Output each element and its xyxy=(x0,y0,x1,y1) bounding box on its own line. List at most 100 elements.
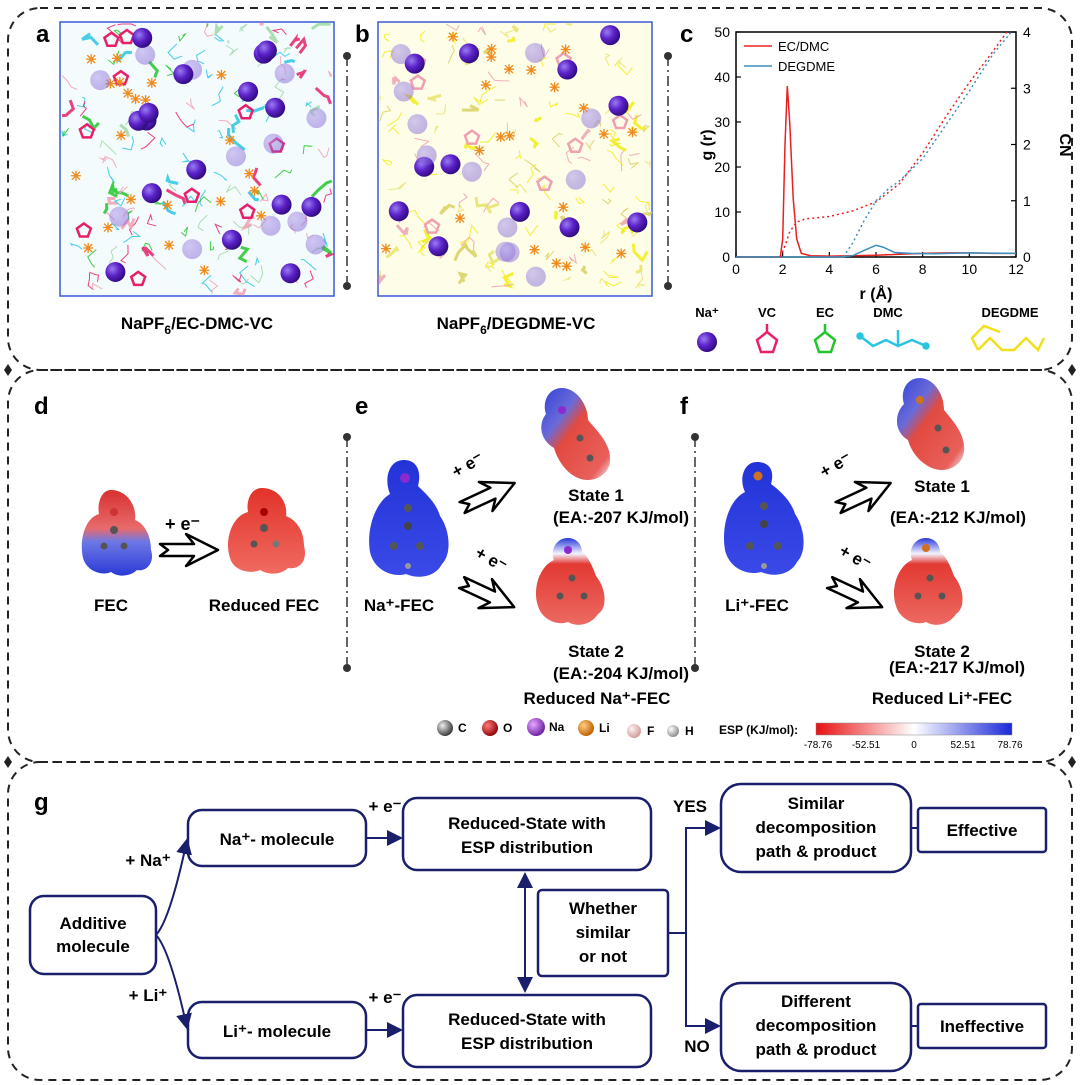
solvent-molecule xyxy=(599,230,611,244)
solvent-molecule xyxy=(609,257,618,265)
na-ion xyxy=(280,263,301,284)
section-frames xyxy=(7,7,1073,1081)
na-ion xyxy=(287,211,308,232)
esp-tick: 78.76 xyxy=(997,740,1022,751)
solvent-molecule xyxy=(524,159,541,173)
solvent-molecule xyxy=(379,270,382,278)
solvent-molecule xyxy=(644,201,651,215)
solvent-molecule xyxy=(602,183,615,193)
panel-a-snapshot xyxy=(59,21,335,297)
solvent-molecule xyxy=(463,244,478,258)
pf6-anion xyxy=(495,131,506,142)
na-ion xyxy=(265,97,286,118)
ring-molecule xyxy=(237,103,255,120)
solvent-molecule xyxy=(563,276,572,282)
na-ion xyxy=(416,145,437,166)
solvent-molecule xyxy=(631,243,649,263)
na-fec-label: Na⁺-FEC xyxy=(364,596,434,615)
solvent-molecule xyxy=(629,152,640,156)
solvent-molecule xyxy=(395,224,409,236)
solvent-molecule xyxy=(587,244,597,257)
na-ion xyxy=(525,266,546,287)
panel-e: Na⁺-FEC + e⁻ + e⁻ State 1 (EA:-207 KJ/mo… xyxy=(364,388,689,708)
reduced-top-line1: Reduced-State with xyxy=(448,814,606,833)
ring-molecule xyxy=(75,221,93,238)
na-ion xyxy=(525,42,546,63)
legend-na-label: Na⁺ xyxy=(695,305,719,320)
pf6-anion xyxy=(578,103,589,114)
species-legend-icons xyxy=(697,324,1046,354)
na-ion xyxy=(557,59,578,80)
pf6-anion xyxy=(549,82,560,93)
solvent-molecule xyxy=(146,213,157,227)
solvent-molecule xyxy=(178,33,187,43)
solvent-molecule xyxy=(545,25,557,33)
solvent-molecule xyxy=(605,280,622,287)
reduced-li-fec-label: Reduced Li⁺-FEC xyxy=(872,689,1012,708)
pf6-anion xyxy=(140,95,151,106)
solvent-molecule xyxy=(511,24,520,33)
panel-b-caption: NaPF6/DEGDME-VC xyxy=(437,314,596,337)
pf6-anion xyxy=(199,265,210,276)
fec-esp-surface xyxy=(81,490,153,576)
pf6-anion xyxy=(529,244,540,255)
chart-y-label: g (r) xyxy=(699,129,716,160)
na-state2-label: State 2 xyxy=(568,642,624,661)
solvent-molecule xyxy=(568,253,577,265)
solvent-molecule xyxy=(213,171,228,181)
na-ion xyxy=(388,201,409,222)
solvent-molecule xyxy=(231,114,241,133)
solvent-molecule xyxy=(447,44,455,64)
yes-label: YES xyxy=(673,797,707,816)
solvent-molecule xyxy=(118,186,128,195)
solvent-molecule xyxy=(119,123,131,138)
solvent-molecule xyxy=(208,279,219,295)
ring-molecule xyxy=(566,137,584,154)
na-ion xyxy=(105,261,126,282)
panel-letter-a: a xyxy=(36,21,50,48)
solvent-molecule xyxy=(232,274,242,283)
solvent-molecule xyxy=(203,23,214,37)
solvent-molecule xyxy=(475,153,490,172)
pf6-anion xyxy=(130,93,141,104)
solvent-molecule xyxy=(211,86,224,107)
solvent-molecule xyxy=(239,278,249,285)
na-ion xyxy=(459,43,480,64)
solvent-molecule xyxy=(79,101,88,117)
additive-line1: Additive xyxy=(59,914,126,933)
y2-tick-label: 0 xyxy=(1023,249,1031,265)
y-tick-label: 0 xyxy=(722,249,730,265)
pf6-anion xyxy=(474,145,485,156)
solvent-molecule xyxy=(250,265,264,284)
pf6-anion xyxy=(244,168,255,179)
series-ec-dmc-g-r- xyxy=(736,85,1016,258)
pf6-anion xyxy=(116,130,127,141)
li-state1-esp-surface xyxy=(896,378,965,471)
solvent-molecule xyxy=(102,202,109,215)
atom-o-label: O xyxy=(503,721,512,735)
solvent-molecule xyxy=(456,204,465,213)
solvent-molecule xyxy=(214,33,225,42)
ring-molecule xyxy=(409,74,427,90)
na-ion xyxy=(173,64,194,85)
solvent-molecule xyxy=(310,179,333,198)
na-state2-ea: (EA:-204 KJ/mol) xyxy=(553,664,689,683)
atom-na-label: Na xyxy=(549,720,565,734)
panel-a-caption: NaPF6/EC-DMC-VC xyxy=(121,314,273,337)
solvent-molecule xyxy=(533,116,542,123)
solvent-molecule xyxy=(246,105,267,113)
solvent-molecule xyxy=(524,225,539,237)
panel-g-flowchart: Additive molecule + Na⁺ + Li⁺ Na⁺- molec… xyxy=(28,782,1048,1073)
solvent-molecule xyxy=(89,271,100,282)
panel-e-arrow-down-icon xyxy=(457,575,516,610)
frame-top xyxy=(7,7,1073,371)
solvent-molecule xyxy=(323,188,333,203)
solvent-molecule xyxy=(548,100,559,108)
na-ion xyxy=(109,206,130,227)
plus-li-label: + Li⁺ xyxy=(129,986,168,1005)
solvent-molecule xyxy=(565,112,581,119)
esp-tick: -78.76 xyxy=(804,740,833,751)
panel-d-plus-e: + e⁻ xyxy=(165,514,200,534)
